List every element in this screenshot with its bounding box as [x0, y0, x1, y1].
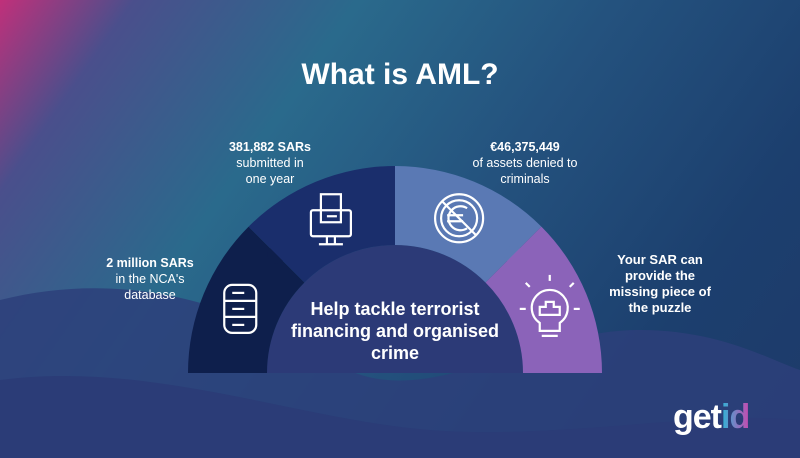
- center-area: [267, 245, 523, 373]
- segment-label-1: 2 million SARs in the NCA's database: [106, 256, 194, 302]
- getid-logo: getid: [673, 398, 750, 436]
- segment-label-3: €46,375,449 of assets denied to criminals: [472, 140, 578, 186]
- no-euro-icon: [433, 193, 485, 244]
- segment-label-2: 381,882 SARs submitted in one year: [228, 140, 311, 186]
- center-text: Help tackle terrorist financing and orga…: [290, 299, 500, 363]
- lightbulb-puzzle-icon: [519, 274, 580, 338]
- segment-4: [485, 226, 602, 373]
- segment-2: [248, 166, 395, 283]
- database-icon: [223, 283, 258, 335]
- computer-document-icon: [309, 193, 353, 246]
- segment-label-4: Your SAR can provide the missing piece o…: [609, 252, 711, 315]
- page-title: What is AML?: [301, 58, 499, 91]
